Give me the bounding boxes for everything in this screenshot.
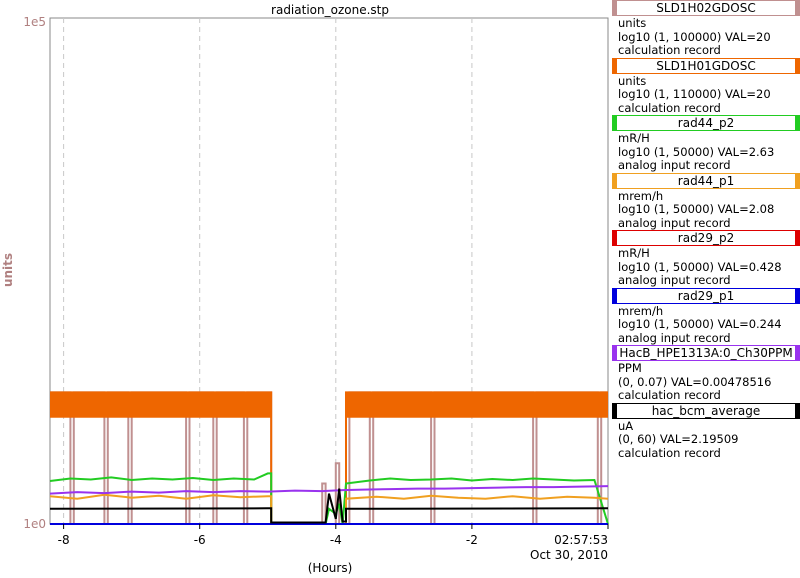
legend-pv-name[interactable]: rad29_p1 bbox=[612, 287, 800, 304]
legend-unit: units bbox=[618, 16, 647, 30]
legend-unit: mR/H bbox=[618, 246, 650, 260]
legend-pv-name[interactable]: HacB_HPE1313A:0_Ch30PPM bbox=[612, 345, 800, 361]
legend-pv-name[interactable]: rad44_p2 bbox=[612, 115, 800, 131]
series-line bbox=[49, 488, 609, 524]
legend-entry[interactable]: rad29_p1 mrem/h log10 (1, 50000) VAL=0.244… bbox=[612, 287, 800, 346]
series-band bbox=[346, 392, 608, 418]
legend-pv-name[interactable]: rad44_p1 bbox=[612, 172, 800, 189]
x-tick-label: -4 bbox=[330, 533, 342, 547]
y-bottom-label: 1e0 bbox=[23, 517, 46, 531]
end-time-label: 02:57:53 bbox=[554, 533, 608, 547]
legend-range: (0, 60) VAL=2.19509 bbox=[618, 432, 739, 446]
x-tick-label: -8 bbox=[58, 533, 70, 547]
legend-type: calculation record bbox=[618, 43, 721, 57]
legend-range: log10 (1, 110000) VAL=20 bbox=[618, 87, 771, 101]
legend-unit: mrem/h bbox=[618, 303, 664, 318]
series-layer bbox=[49, 391, 609, 525]
legend-type: analog input record bbox=[618, 330, 731, 345]
legend-type: calculation record bbox=[618, 445, 721, 460]
x-ticks: -8 -6 -4 -2 bbox=[58, 524, 609, 547]
x-tick-label: -6 bbox=[194, 533, 206, 547]
legend-entry[interactable]: rad29_p2 mR/H log10 (1, 50000) VAL=0.428 an… bbox=[612, 230, 800, 288]
legend-type: analog input record bbox=[618, 215, 731, 230]
legend-range: log10 (1, 50000) VAL=0.428 bbox=[618, 259, 782, 274]
legend-range: log10 (1, 50000) VAL=2.08 bbox=[618, 202, 775, 216]
legend-entry[interactable]: HacB_HPE1313A:0_Ch30PPM PPM (0, 0.07) VAL=… bbox=[612, 345, 800, 403]
legend-range: (0, 0.07) VAL=0.00478516 bbox=[618, 374, 772, 389]
x-tick-label: -2 bbox=[466, 533, 478, 547]
legend-unit: PPM bbox=[618, 361, 642, 375]
legend-unit: mR/H bbox=[618, 131, 650, 145]
plot-area bbox=[49, 17, 609, 525]
grid bbox=[63, 18, 473, 524]
legend-entry[interactable]: SLD1H01GDOSC units log10 (1, 110000) VAL=2… bbox=[612, 57, 800, 116]
legend-type: calculation record bbox=[618, 388, 721, 402]
legend-type: analog input record bbox=[618, 158, 731, 172]
y-top-label: 1e5 bbox=[23, 15, 46, 29]
series-band bbox=[50, 392, 272, 418]
stripchart: radiation_ozone.stp 1e5 1e0 units -8 -6 -4… bbox=[1, 3, 609, 575]
legend-type: analog input record bbox=[618, 273, 731, 287]
legend-entry[interactable]: hac_bcm_average uA (0, 60) VAL=2.19509 calc… bbox=[612, 402, 800, 461]
legend-pv-name[interactable]: SLD1H02GDOSC bbox=[612, 0, 800, 16]
legend-entry[interactable]: rad44_p2 mR/H log10 (1, 50000) VAL=2.63 ana… bbox=[612, 115, 800, 173]
legend-unit: mrem/h bbox=[618, 188, 664, 203]
legend: SLD1H02GDOSC units log10 (1, 100000) VAL=2… bbox=[612, 0, 800, 460]
legend-unit: units bbox=[618, 73, 647, 88]
legend-entry[interactable]: rad44_p1 mrem/h log10 (1, 50000) VAL=2.08 a… bbox=[612, 172, 800, 231]
y-axis-label: units bbox=[1, 253, 15, 287]
end-date-label: Oct 30, 2010 bbox=[530, 548, 608, 562]
series-line bbox=[49, 485, 609, 495]
chart-title: radiation_ozone.stp bbox=[271, 3, 389, 17]
legend-entry[interactable]: SLD1H02GDOSC units log10 (1, 100000) VAL=2… bbox=[612, 0, 800, 58]
legend-pv-name[interactable]: SLD1H01GDOSC bbox=[612, 57, 800, 74]
x-axis-label: (Hours) bbox=[308, 561, 353, 575]
legend-range: log10 (1, 50000) VAL=2.63 bbox=[618, 144, 775, 159]
legend-range: log10 (1, 100000) VAL=20 bbox=[618, 29, 771, 44]
legend-range: log10 (1, 50000) VAL=0.244 bbox=[618, 317, 782, 331]
legend-type: calculation record bbox=[618, 100, 721, 115]
legend-unit: uA bbox=[618, 418, 634, 433]
legend-pv-name[interactable]: hac_bcm_average bbox=[612, 402, 800, 419]
legend-pv-name[interactable]: rad29_p2 bbox=[612, 230, 800, 246]
